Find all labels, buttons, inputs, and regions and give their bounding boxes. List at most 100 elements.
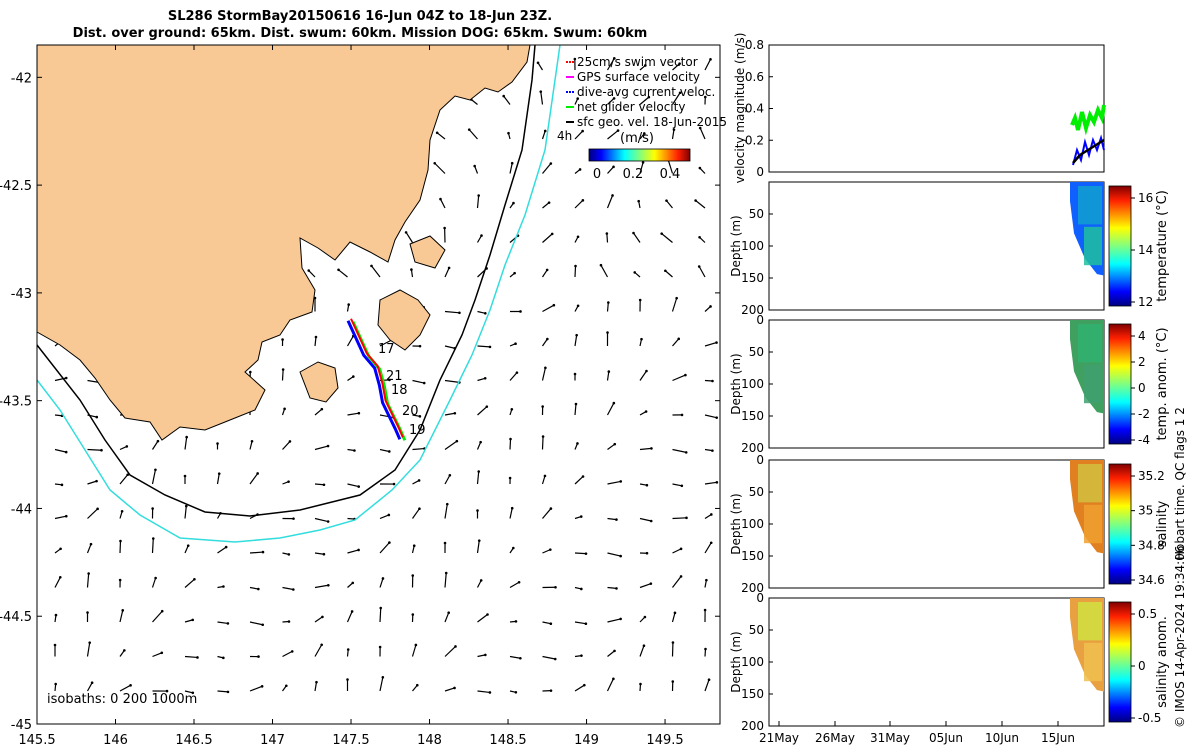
velocity-arrow <box>704 679 710 692</box>
velocity-arrow-head <box>547 201 551 204</box>
velocity-arrow <box>347 483 359 488</box>
velocity-arrow <box>476 540 480 554</box>
velocity-arrow <box>639 370 647 381</box>
velocity-arrow-head <box>576 235 580 239</box>
velocity-arrow <box>444 474 451 485</box>
velocity-arrow <box>477 377 486 382</box>
velocity-arrow-head <box>584 622 588 625</box>
velocity-arrow-head <box>126 473 129 477</box>
velocity-arrow <box>338 269 348 278</box>
velocity-arrow-head <box>677 337 681 341</box>
velocity-arrow <box>542 233 553 243</box>
time-tick-label: 31May <box>870 731 910 745</box>
velocity-arrow-head <box>575 333 578 337</box>
velocity-arrow-head <box>224 545 228 549</box>
velocity-arrow-head <box>678 91 682 95</box>
velocity-arrow-head <box>541 435 545 438</box>
velocity-arrow-head <box>357 548 360 552</box>
velocity-arrow-head <box>576 442 579 445</box>
velocity-arrow-head <box>576 97 580 100</box>
velocity-arrow <box>541 475 546 485</box>
colorbar-label: salinity anom. <box>1155 616 1170 708</box>
profile-lower-layer <box>1084 504 1102 544</box>
map-x-ticks: 145.5 146 146.5 147 147.5 148 148.5 149 149.5 <box>18 45 684 748</box>
velocity-arrow-head <box>388 378 391 382</box>
velocity-arrow-head <box>671 641 675 644</box>
velocity-arrow-head <box>581 129 584 133</box>
velocity-arrow-head <box>639 682 642 686</box>
profile-colorbar <box>1108 601 1132 723</box>
colorbar-tick: 35.2 <box>1138 469 1165 483</box>
velocity-arrow <box>639 645 645 657</box>
velocity-arrow <box>542 338 548 347</box>
velocity-arrow <box>704 414 717 419</box>
velocity-arrow <box>541 436 544 450</box>
velocity-arrow-head <box>709 305 712 308</box>
velocity-arrow-head <box>685 516 688 520</box>
velocity-arrow-head <box>379 606 383 610</box>
velocity-arrow-head <box>90 681 94 684</box>
velocity-arrow <box>314 408 323 416</box>
velocity-arrow-head <box>477 539 481 542</box>
depth-tick: 150 <box>741 271 764 285</box>
velocity-arrow <box>574 199 584 209</box>
velocity-arrow <box>607 130 619 140</box>
velocity-arrow-head <box>671 680 675 683</box>
velocity-arrow-head <box>536 61 540 65</box>
velocity-arrow-head <box>484 653 487 657</box>
velocity-arrow-head <box>320 643 323 647</box>
map-y-tick-label: -42 <box>11 71 32 86</box>
velocity-arrow <box>477 614 488 623</box>
velocity-arrow-head <box>483 376 487 380</box>
time-tick-label: 21May <box>759 731 799 745</box>
velocity-arrow-head <box>392 482 396 486</box>
velocity-arrow-head <box>125 445 129 448</box>
velocity-arrow <box>216 473 220 485</box>
velocity-arrow-head <box>64 514 68 518</box>
velocity-arrow-head <box>615 587 618 590</box>
velocity-arrow <box>476 235 483 243</box>
day-label-18: 18 <box>391 383 408 398</box>
velocity-arrow-head <box>619 617 622 621</box>
time-tick-label: 26May <box>815 731 855 745</box>
velocity-panel: 0 0.2 0.4 0.6 0.8 velocity magnitude (m/s) <box>733 33 1106 183</box>
velocity-arrow <box>86 682 93 692</box>
velocity-arrow-head <box>642 132 646 135</box>
dive-avg-current-track <box>346 320 402 440</box>
velocity-arrow-head <box>283 407 286 411</box>
velocity-arrow <box>184 545 189 554</box>
velocity-arrow <box>672 63 680 71</box>
velocity-arrow-head <box>53 643 57 647</box>
velocity-arrow <box>607 97 615 105</box>
velocity-arrow <box>347 412 359 416</box>
velocity-arrow <box>699 127 706 140</box>
colorbar-units: (m/s) <box>620 131 654 146</box>
velocity-arrow <box>639 96 650 105</box>
velocity-y-tick: 0 <box>756 165 764 179</box>
velocity-arrow <box>606 58 615 71</box>
velocity-arrow-head <box>287 553 291 556</box>
isobath-note: isobaths: 0 200 1000m <box>47 692 197 707</box>
footer-copyright: © IMOS 14-Apr-2024 19:34:06 <box>1173 546 1187 729</box>
colorbar-tick: 34.8 <box>1138 538 1165 552</box>
velocity-arrow-head <box>507 131 510 135</box>
colorbar-tick: 12 <box>1138 295 1153 309</box>
velocity-arrow-head <box>418 415 422 418</box>
velocity-arrow-head <box>257 655 260 658</box>
velocity-arrow-head <box>509 437 512 441</box>
colorbar-tick: 16 <box>1138 191 1153 205</box>
velocity-arrow-head <box>579 515 583 518</box>
velocity-arrow-head <box>314 335 318 339</box>
velocity-arrow-head <box>606 331 609 334</box>
velocity-arrow <box>704 542 712 554</box>
velocity-arrow <box>667 159 674 174</box>
velocity-arrow-head <box>644 410 648 413</box>
velocity-arrow-head <box>643 615 647 619</box>
velocity-arrow-head <box>515 371 519 374</box>
velocity-arrow <box>379 448 390 453</box>
velocity-arrow <box>574 130 584 140</box>
velocity-arrow-head <box>512 546 515 550</box>
velocity-arrow-head <box>649 519 653 523</box>
velocity-arrow-head <box>281 338 284 341</box>
velocity-arrow <box>574 552 587 555</box>
